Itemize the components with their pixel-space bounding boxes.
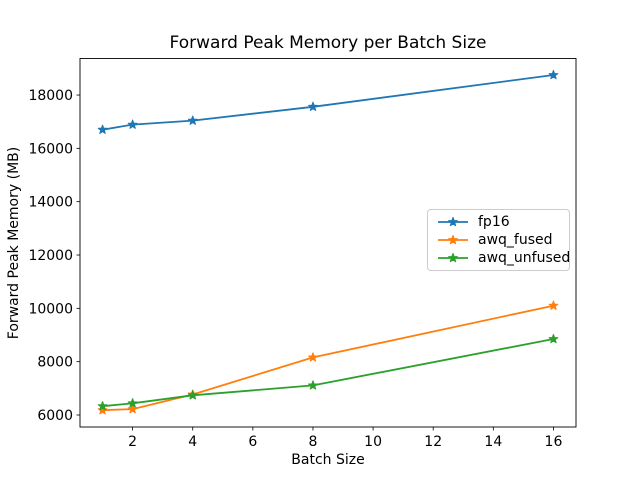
data-point-marker-awq_fused-2 (127, 404, 138, 414)
legend-item-fp16: fp16 (428, 213, 569, 231)
x-tick-label: 6 (248, 434, 257, 450)
y-tick-label: 18000 (28, 88, 73, 104)
data-point-marker-awq_unfused-8 (308, 380, 318, 390)
legend-label: fp16 (478, 214, 510, 230)
legend-line-sample-awq-unfused (438, 252, 468, 263)
data-point-marker-fp16-8 (308, 101, 318, 111)
x-tick-label: 14 (484, 434, 502, 450)
series-line-fp16 (101, 74, 555, 131)
y-tick-label: 10000 (28, 301, 73, 317)
legend-star-marker (448, 252, 458, 263)
legend-item-awq-unfused: awq_unfused (428, 249, 571, 267)
legend-item-awq-fused: awq_fused (428, 231, 569, 249)
x-tick-label: 12 (424, 434, 442, 450)
legend-line-sample-awq-fused (438, 234, 468, 245)
data-point-marker-fp16-2 (127, 119, 138, 129)
y-axis-label: Forward Peak Memory (MB) (6, 146, 22, 340)
legend-star-marker (448, 234, 458, 245)
y-tick-label: 16000 (28, 141, 73, 157)
data-point-marker-fp16-16 (548, 69, 559, 80)
x-tick-label: 2 (128, 434, 137, 450)
x-tick-label: 8 (309, 434, 318, 450)
legend-line-sample-fp16 (438, 216, 468, 227)
legend-star-marker (448, 216, 458, 227)
data-point-marker-awq_unfused-4 (187, 390, 198, 400)
data-point-marker-awq_fused-8 (308, 352, 318, 362)
data-point-marker-fp16-1 (97, 124, 108, 134)
legend-label: awq_unfused (478, 250, 571, 266)
legend-label: awq_fused (478, 232, 553, 248)
data-point-marker-awq_unfused-16 (548, 333, 559, 344)
y-tick-label: 12000 (28, 248, 73, 264)
plot-border (79, 58, 577, 428)
y-tick-label: 8000 (37, 355, 73, 371)
series-line-awq_fused (101, 304, 555, 412)
series-line-awq_unfused (101, 338, 555, 408)
x-axis-label: Batch Size (291, 452, 365, 468)
data-point-marker-awq_unfused-2 (127, 398, 138, 408)
x-tick-label: 4 (188, 434, 197, 450)
data-point-marker-awq_unfused-1 (97, 401, 108, 411)
x-tick-label: 10 (364, 434, 382, 450)
legend: fp16 awq_fused awq_unfused (427, 209, 570, 271)
y-tick-label: 14000 (28, 195, 73, 211)
x-tick-label: 16 (545, 434, 563, 450)
y-tick-label: 6000 (37, 408, 73, 424)
data-point-marker-fp16-4 (187, 115, 198, 125)
data-point-marker-awq_fused-16 (548, 300, 559, 310)
chart-title: Forward Peak Memory per Batch Size (169, 33, 487, 53)
data-point-marker-awq_fused-1 (97, 405, 108, 415)
